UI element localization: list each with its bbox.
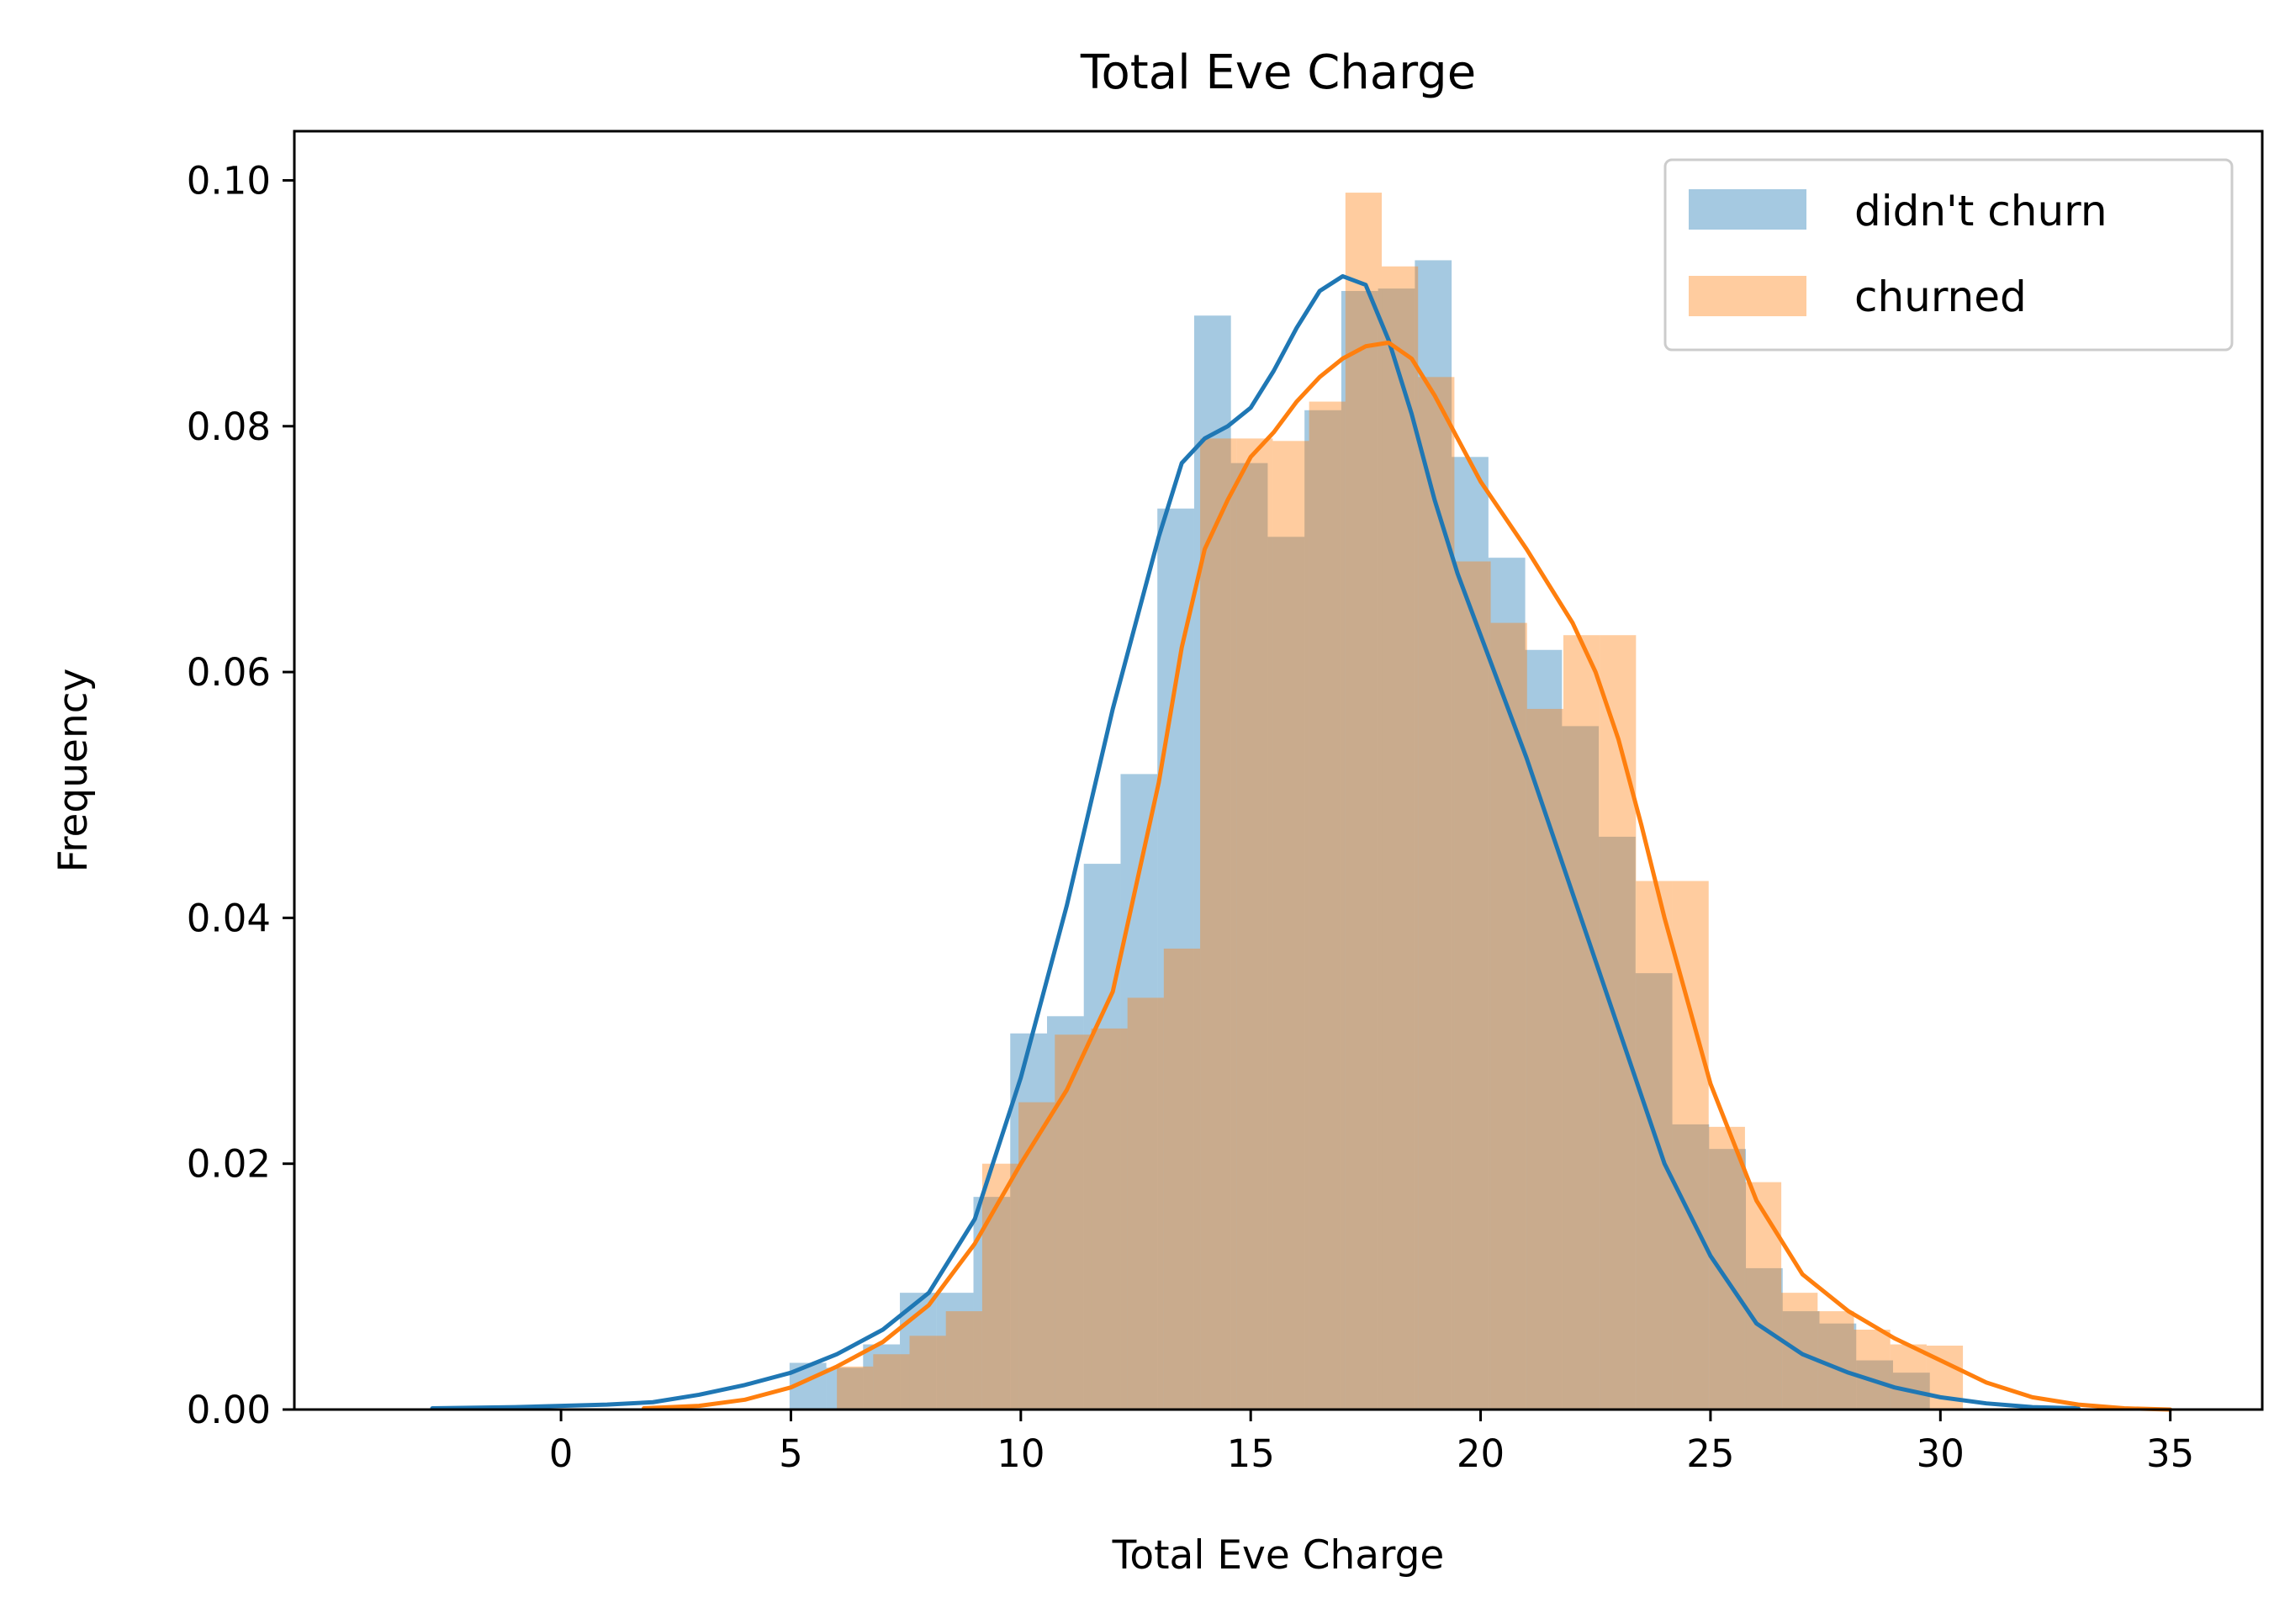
bar-churned [1526,708,1563,1410]
bar-churned [1744,1182,1782,1410]
bar-churned [1817,1311,1854,1410]
x-tick-label: 15 [1227,1431,1275,1476]
bar-didnt-churn [1083,864,1121,1410]
x-tick-label: 10 [997,1431,1045,1476]
legend-label-didnt-churn: didn't churn [1854,187,2108,235]
y-tick-label: 0.04 [187,896,271,940]
legend-swatch-didnt-churn [1689,189,1806,230]
bar-churned [945,1311,982,1410]
x-tick-label: 30 [1917,1431,1965,1476]
kde-line-didnt-churn [430,273,2081,1411]
bar-didnt-churn [1267,537,1305,1410]
bar-didnt-churn [1047,1016,1084,1410]
y-axis-ticks: 0.00 0.02 0.04 0.06 0.08 0.10 [187,158,294,1432]
bar-didnt-churn [1304,410,1341,1410]
bar-didnt-churn [1378,288,1415,1410]
legend-label-churned: churned [1854,272,2027,321]
bar-didnt-churn [1230,463,1268,1410]
bar-didnt-churn [863,1344,901,1410]
bar-churned [1127,997,1164,1410]
bar-churned [1890,1344,1927,1410]
x-tick-label: 20 [1457,1431,1505,1476]
bar-churned [1454,561,1491,1410]
bar-didnt-churn [1672,1124,1710,1410]
y-tick-label: 0.06 [187,650,271,695]
bar-churned [1018,1102,1055,1410]
bar-churned [837,1366,874,1410]
y-tick-label: 0.00 [187,1388,271,1432]
bar-didnt-churn [1341,291,1378,1410]
bar-didnt-churn [1157,508,1194,1410]
bar-churned [1636,881,1673,1410]
y-axis-label: Frequency [50,669,97,873]
bar-churned [1055,1034,1092,1410]
bar-churned [1236,438,1273,1410]
x-tick-label: 25 [1686,1431,1734,1476]
bar-didnt-churn [1599,836,1636,1410]
x-axis-ticks: 0 5 10 15 20 25 30 35 [549,1410,2194,1476]
bar-churned [1091,1028,1128,1410]
bar-churned [1382,266,1419,1410]
kde-lines [430,273,2173,1412]
bar-churned [1272,441,1309,1410]
bar-churned [1854,1330,1891,1410]
bar-churned [909,1336,946,1410]
y-tick-label: 0.02 [187,1142,271,1187]
bars-didnt-churn [789,260,1930,1410]
chart-title: Total Eve Charge [1080,45,1476,100]
axes-frame [293,130,2264,1411]
bar-churned [1200,438,1237,1410]
legend: didn't churn churned [1663,158,2234,352]
bar-didnt-churn [1635,973,1673,1410]
bar-didnt-churn [826,1367,864,1410]
x-tick-label: 0 [549,1431,574,1476]
bar-churned [981,1163,1019,1410]
bar-didnt-churn [1562,726,1600,1410]
kde-line-churned [642,340,2173,1412]
x-tick-label: 35 [2146,1431,2194,1476]
bar-didnt-churn [1193,315,1231,1410]
bar-churned [1345,193,1383,1410]
bar-churned [1563,635,1600,1410]
x-tick-label: 5 [779,1431,803,1476]
bar-churned [1490,622,1527,1410]
bar-churned [1418,377,1455,1410]
bars-churned [837,193,1964,1410]
y-tick-label: 0.10 [187,158,271,203]
bar-didnt-churn [1452,457,1489,1410]
bar-churned [1708,1126,1745,1410]
legend-box [1663,158,2234,352]
x-axis-label: Total Eve Charge [1112,1532,1445,1579]
y-tick-label: 0.08 [187,405,271,449]
bar-churned [1309,401,1346,1410]
legend-swatch-churned [1689,276,1806,316]
bar-churned [873,1354,910,1410]
bar-didnt-churn [936,1293,974,1410]
bar-churned [1163,948,1201,1410]
